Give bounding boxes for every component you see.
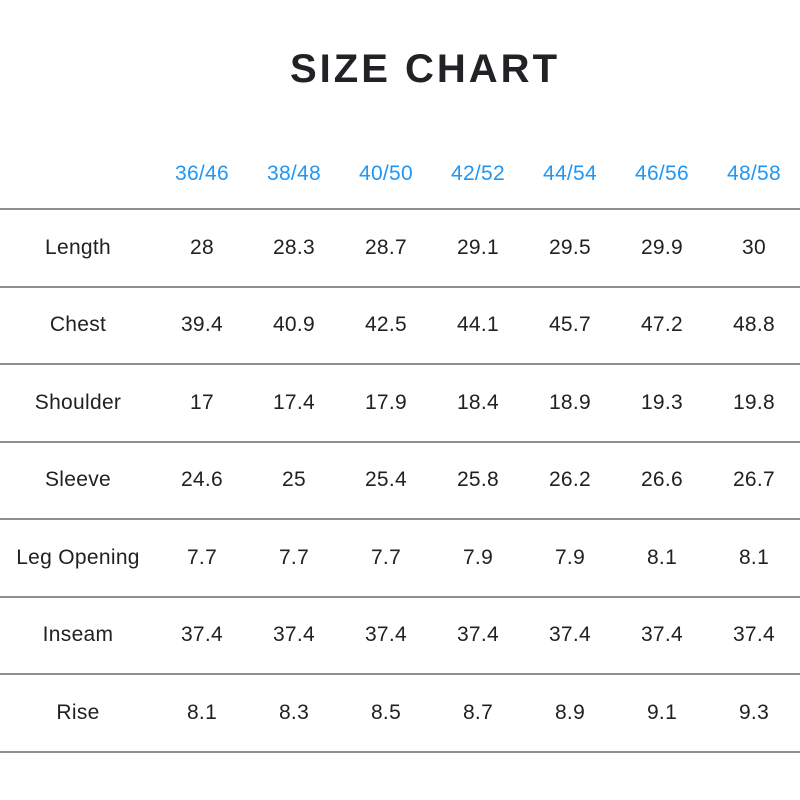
value-cell: 8.1 <box>646 545 678 569</box>
table-row: Rise 8.1 8.3 8.5 8.7 8.9 9.1 9.3 <box>0 675 800 753</box>
table-row: Inseam 37.4 37.4 37.4 37.4 37.4 37.4 37.4 <box>0 598 800 675</box>
value-cell: 37.4 <box>456 623 500 647</box>
row-label: Leg Opening <box>16 545 140 569</box>
size-table-header-row: 36/46 38/48 40/50 42/52 44/54 46/56 48/58 <box>0 140 800 210</box>
value-cell: 47.2 <box>640 313 684 337</box>
row-label: Sleeve <box>44 468 111 492</box>
value-cell: 8.1 <box>186 700 218 724</box>
value-cell: 8.7 <box>462 700 494 724</box>
value-cell: 28.7 <box>364 235 408 259</box>
table-row: Leg Opening 7.7 7.7 7.7 7.9 7.9 8.1 8.1 <box>0 520 800 598</box>
value-cell: 28.3 <box>272 235 316 259</box>
table-row: Sleeve 24.6 25 25.4 25.8 26.2 26.6 26.7 <box>0 443 800 520</box>
value-cell: 45.7 <box>548 313 592 337</box>
value-cell: 18.9 <box>548 390 592 414</box>
value-cell: 25.8 <box>456 468 500 492</box>
page-title: SIZE CHART <box>290 47 560 91</box>
value-cell: 19.8 <box>732 390 776 414</box>
size-column-header: 36/46 <box>174 162 230 185</box>
value-cell: 25 <box>282 468 306 492</box>
size-column-header: 42/52 <box>450 162 506 185</box>
value-cell: 25.4 <box>364 468 408 492</box>
table-row: Shoulder 17 17.4 17.9 18.4 18.9 19.3 19.8 <box>0 365 800 443</box>
size-column-header: 48/58 <box>726 162 782 185</box>
value-cell: 37.4 <box>180 623 224 647</box>
value-cell: 29.1 <box>456 235 500 259</box>
value-cell: 40.9 <box>272 313 316 337</box>
row-label: Rise <box>56 700 100 724</box>
value-cell: 26.2 <box>548 468 592 492</box>
value-cell: 44.1 <box>456 313 500 337</box>
value-cell: 37.4 <box>272 623 316 647</box>
value-cell: 37.4 <box>548 623 592 647</box>
value-cell: 7.7 <box>278 545 310 569</box>
row-label: Shoulder <box>34 390 122 414</box>
value-cell: 37.4 <box>640 623 684 647</box>
value-cell: 7.7 <box>186 545 218 569</box>
value-cell: 7.9 <box>554 545 586 569</box>
size-table: 36/46 38/48 40/50 42/52 44/54 46/56 48/58 Leng… <box>0 140 800 753</box>
size-column-header: 46/56 <box>634 162 690 185</box>
size-column-header: 40/50 <box>358 162 414 185</box>
value-cell: 7.9 <box>462 545 494 569</box>
value-cell: 17.9 <box>364 390 408 414</box>
value-cell: 28 <box>190 235 214 259</box>
row-label: Length <box>44 235 112 259</box>
value-cell: 8.5 <box>370 700 402 724</box>
value-cell: 8.9 <box>554 700 586 724</box>
value-cell: 37.4 <box>732 623 776 647</box>
size-column-header: 44/54 <box>542 162 598 185</box>
value-cell: 9.1 <box>646 700 678 724</box>
value-cell: 29.5 <box>548 235 592 259</box>
row-label: Inseam <box>42 623 114 647</box>
value-cell: 42.5 <box>364 313 408 337</box>
size-column-header: 38/48 <box>266 162 322 185</box>
value-cell: 26.7 <box>732 468 776 492</box>
value-cell: 9.3 <box>738 700 770 724</box>
value-cell: 8.3 <box>278 700 310 724</box>
value-cell: 29.9 <box>640 235 684 259</box>
value-cell: 17 <box>190 390 214 414</box>
value-cell: 39.4 <box>180 313 224 337</box>
value-cell: 48.8 <box>732 313 776 337</box>
table-row: Length 28 28.3 28.7 29.1 29.5 29.9 30 <box>0 210 800 288</box>
value-cell: 17.4 <box>272 390 316 414</box>
value-cell: 8.1 <box>738 545 770 569</box>
table-row: Chest 39.4 40.9 42.5 44.1 45.7 47.2 48.8 <box>0 288 800 365</box>
value-cell: 30 <box>742 235 766 259</box>
value-cell: 37.4 <box>364 623 408 647</box>
value-cell: 7.7 <box>370 545 402 569</box>
value-cell: 18.4 <box>456 390 500 414</box>
value-cell: 24.6 <box>180 468 224 492</box>
value-cell: 26.6 <box>640 468 684 492</box>
row-label: Chest <box>49 313 107 337</box>
value-cell: 19.3 <box>640 390 684 414</box>
